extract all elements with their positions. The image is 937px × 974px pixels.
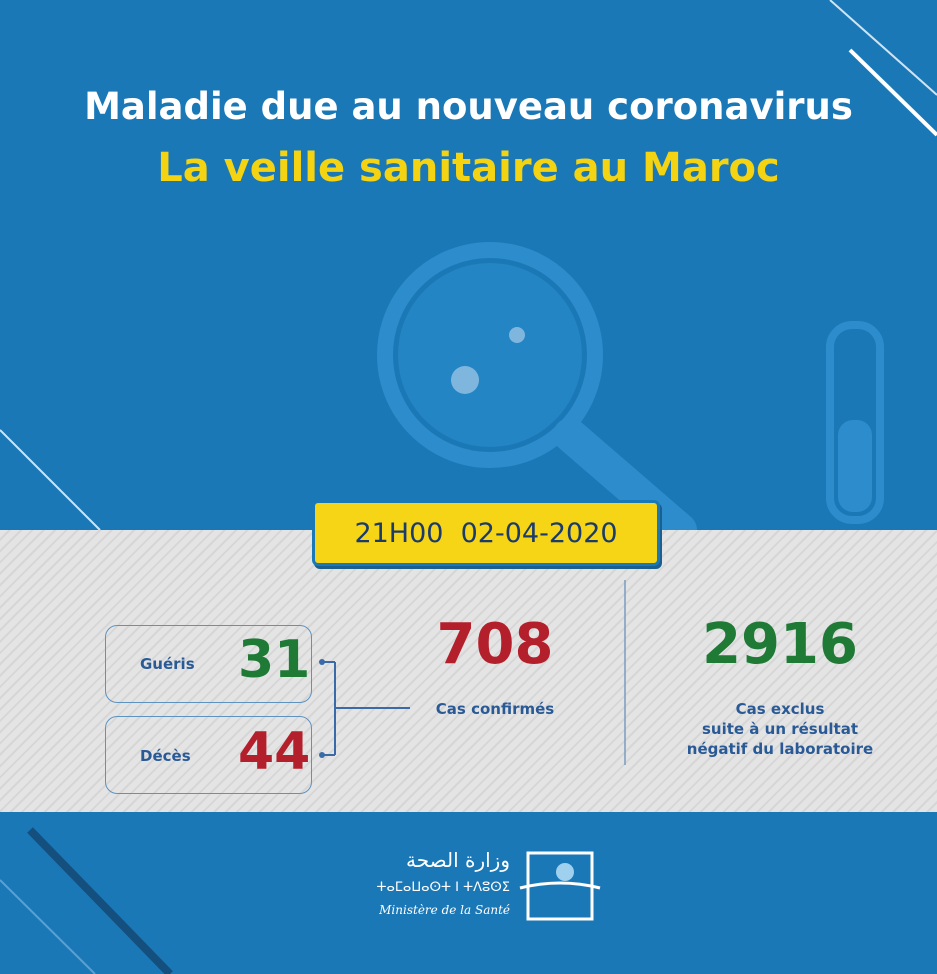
ministry-tifinagh: ⵜⴰⵎⴰⵡⴰⵙⵜ ⵏ ⵜⴷⵓⵙⵉ [376, 880, 510, 895]
confirmed-label: Cas confirmés [435, 700, 555, 718]
confirmed-value: 708 [436, 612, 554, 677]
deaths-card [105, 716, 312, 794]
recovered-card [105, 625, 312, 703]
timestamp: 21H00 02-04-2020 [312, 500, 660, 566]
title: Maladie due au nouveau coronavirus [84, 85, 853, 128]
excluded-label-line: suite à un résultat [701, 720, 859, 738]
excluded-label-line: négatif du laboratoire [686, 740, 874, 758]
deaths-label: Décès [140, 747, 191, 765]
ministry-arabic: وزارة الصحة [406, 848, 510, 872]
excluded-label-line: Cas exclus [735, 700, 825, 718]
deaths-value: 44 [238, 722, 311, 782]
recovered-value: 31 [238, 630, 311, 690]
recovered-label: Guéris [140, 655, 195, 673]
ministry-french: Ministère de la Santé [379, 903, 510, 917]
excluded-value: 2916 [702, 612, 858, 677]
stats-band [0, 530, 937, 812]
subtitle: La veille sanitaire au Maroc [157, 145, 780, 191]
